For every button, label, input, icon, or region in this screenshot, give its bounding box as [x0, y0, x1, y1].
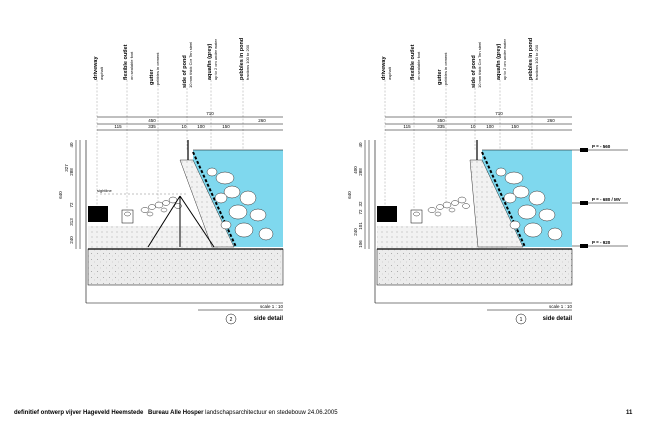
- svg-text:gutter: gutter: [437, 69, 443, 85]
- svg-text:710: 710: [206, 111, 214, 116]
- svg-text:288: 288: [358, 168, 363, 176]
- svg-text:115: 115: [403, 124, 411, 129]
- label-pebbles-left: pebbles in pond: [239, 38, 245, 80]
- dims-top-right: 710 450 260 115 335 10 100 150: [403, 111, 555, 129]
- svg-text:72: 72: [358, 209, 363, 215]
- ground-layer-right: [376, 248, 573, 286]
- svg-text:on sealable foot: on sealable foot: [129, 51, 134, 80]
- detail-left: [75, 80, 284, 325]
- footer-page-number: 11: [626, 410, 633, 416]
- detail-right-title: side detail: [543, 316, 573, 322]
- svg-text:P = - 680 / MV: P = - 680 / MV: [592, 197, 621, 202]
- svg-text:40: 40: [358, 142, 363, 148]
- svg-text:72: 72: [69, 202, 74, 208]
- dims-top-left: 710 450 260 115 335 10 100 150: [114, 111, 266, 129]
- svg-text:10 mm thick Cor Ten steel: 10 mm thick Cor Ten steel: [188, 42, 193, 88]
- svg-text:710: 710: [495, 111, 503, 116]
- labels-right: driveway asphalt flexible outlet on seal…: [381, 38, 539, 88]
- svg-text:100: 100: [197, 124, 205, 129]
- svg-text:240: 240: [353, 228, 358, 236]
- svg-text:640: 640: [347, 191, 352, 199]
- svg-text:asphalt: asphalt: [99, 66, 104, 80]
- svg-text:335: 335: [148, 124, 156, 129]
- svg-text:115: 115: [114, 124, 122, 129]
- driveway-asphalt: [88, 206, 108, 222]
- svg-text:P = - 560: P = - 560: [592, 144, 611, 149]
- svg-text:pebbles in cement: pebbles in cement: [155, 52, 160, 85]
- gutter-pebbles: [140, 196, 182, 217]
- svg-text:288: 288: [69, 168, 74, 176]
- svg-text:pebbles in cement: pebbles in cement: [443, 52, 448, 85]
- svg-text:P = - 920: P = - 920: [592, 240, 611, 245]
- svg-text:40: 40: [69, 142, 74, 148]
- label-outlet-left: flexible outlet: [123, 44, 129, 80]
- svg-text:asphalt: asphalt: [387, 66, 392, 80]
- detail-left-title: side detail: [254, 316, 284, 322]
- svg-text:101: 101: [358, 222, 363, 230]
- concrete-wall: [469, 159, 524, 248]
- svg-text:150: 150: [511, 124, 519, 129]
- subbase-fill: [88, 226, 218, 249]
- svg-text:32: 32: [358, 201, 363, 207]
- ground-layer: [87, 248, 284, 286]
- svg-text:313: 313: [69, 218, 74, 226]
- svg-text:335: 335: [437, 124, 445, 129]
- svg-text:260: 260: [258, 118, 266, 123]
- footer-project: definitief ontwerp vijver Hageveld Heems…: [14, 410, 144, 416]
- svg-text:aquafin (grey): aquafin (grey): [496, 43, 502, 80]
- dims-vertical-left: 640 313 240 72 288 327 40 sightline: [58, 142, 112, 244]
- label-driveway-left: driveway: [93, 56, 99, 80]
- svg-text:100: 100: [486, 124, 494, 129]
- svg-text:fractions 100 to 200: fractions 100 to 200: [245, 44, 250, 80]
- label-aquafin-left: aquafin (grey): [207, 43, 213, 80]
- svg-text:400: 400: [353, 166, 358, 174]
- svg-text:450: 450: [437, 118, 445, 123]
- svg-text:driveway: driveway: [381, 56, 387, 80]
- detail-right-number: 1: [520, 317, 523, 323]
- svg-text:450: 450: [148, 118, 156, 123]
- svg-text:flexible outlet: flexible outlet: [410, 44, 416, 80]
- svg-text:106: 106: [358, 240, 363, 248]
- flexible-outlet: [121, 209, 134, 224]
- svg-text:scale 1 : 10: scale 1 : 10: [549, 304, 573, 309]
- aquafin-lining: [192, 151, 237, 248]
- pond-pebbles: [206, 167, 274, 241]
- label-gutter-left: gutter: [149, 69, 155, 85]
- svg-text:640: 640: [58, 191, 63, 199]
- dims-vertical-right: 640 106 240 101 72 32 288 400 40: [347, 142, 363, 248]
- svg-text:10: 10: [181, 124, 187, 129]
- footer-firm: Bureau Alle Hosper landschapsarchitectuu…: [148, 410, 338, 416]
- svg-text:10 mm thick Cor Ten steel: 10 mm thick Cor Ten steel: [477, 42, 482, 88]
- detail-left-number: 2: [230, 317, 233, 323]
- svg-text:up to 2 cm under water: up to 2 cm under water: [502, 38, 507, 80]
- svg-text:pebbles in pond: pebbles in pond: [528, 38, 534, 80]
- sightline-label: sightline: [97, 188, 112, 193]
- labels-left: driveway asphalt flexible outlet on seal…: [93, 38, 250, 88]
- svg-text:on sealable foot: on sealable foot: [416, 51, 421, 80]
- svg-text:150: 150: [222, 124, 230, 129]
- svg-text:240: 240: [69, 236, 74, 244]
- detail-right: [364, 80, 628, 325]
- svg-text:fractions 100 to 200: fractions 100 to 200: [534, 44, 539, 80]
- svg-text:up to 2 cm under water: up to 2 cm under water: [213, 38, 218, 80]
- svg-text:327: 327: [64, 164, 69, 172]
- detail-titles: scale 1 : 10 side detail 2 scale 1 : 10 …: [230, 304, 573, 323]
- steel-support: [147, 195, 215, 248]
- svg-text:10: 10: [470, 124, 476, 129]
- svg-text:scale 1 : 10: scale 1 : 10: [260, 304, 284, 309]
- level-labels: P = - 560 P = - 680 / MV P = - 920: [592, 144, 621, 245]
- label-side-left: side of pond: [182, 55, 188, 88]
- svg-text:side of pond: side of pond: [471, 55, 477, 88]
- svg-text:260: 260: [547, 118, 555, 123]
